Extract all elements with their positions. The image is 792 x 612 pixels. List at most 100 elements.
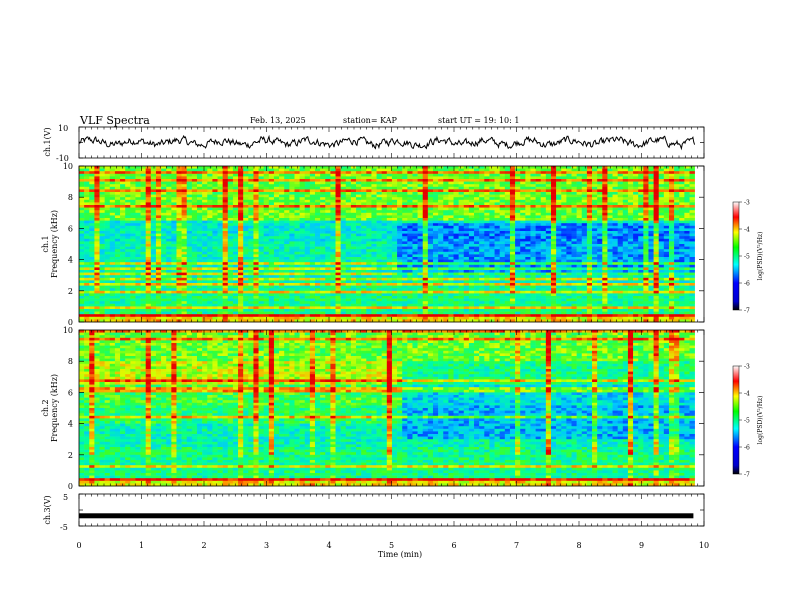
spectrogram-cell (509, 249, 516, 253)
spectrogram-cell (125, 223, 131, 227)
spectrogram-cell (376, 197, 382, 201)
spectrogram-cell (402, 270, 408, 273)
spectrogram-cell (320, 225, 326, 229)
spectrogram-cell (402, 205, 408, 208)
spectrogram-cell (335, 244, 341, 247)
spectrogram-cell (140, 184, 146, 188)
spectrogram-cell (540, 254, 547, 258)
spectrogram-cell (556, 205, 562, 208)
spectrogram-cell (443, 233, 449, 237)
spectrogram-cell (258, 189, 264, 193)
spectrogram-cell (458, 231, 465, 234)
spectrogram-cell (586, 259, 593, 263)
spectrogram-cell (79, 215, 85, 219)
spectrogram-cell (663, 199, 670, 203)
spectrogram-cell (325, 176, 331, 180)
spectrogram-cell (381, 251, 388, 255)
spectrogram-cell (217, 179, 223, 182)
spectrogram-cell (304, 202, 311, 206)
spectrogram-cell (130, 220, 136, 224)
spectrogram-cell (114, 241, 121, 245)
spectrogram-cell (643, 236, 649, 240)
spectrogram-cell (284, 264, 290, 268)
spectrogram-cell (120, 192, 126, 195)
spectrogram-cell (622, 197, 629, 201)
spectrogram-cell (602, 244, 608, 247)
spectrogram-cell (232, 215, 239, 219)
spectrogram-cell (643, 220, 649, 224)
spectrogram-cell (79, 179, 85, 182)
spectrogram-cell (217, 215, 223, 219)
spectrogram-cell (520, 171, 526, 175)
spectrogram-cell (484, 254, 490, 258)
spectrogram-cell (386, 238, 393, 242)
spectrogram-cell (294, 184, 300, 188)
spectrogram-cell (84, 171, 90, 175)
spectrogram-cell (356, 236, 362, 240)
spectrogram-cell (248, 270, 254, 273)
spectrogram-cell (104, 223, 111, 227)
spectrogram-cell (494, 267, 500, 271)
spectrogram-cell (314, 223, 321, 227)
spectrogram-cell (104, 241, 111, 245)
spectrogram-cell (273, 205, 280, 208)
spectrogram-cell (458, 249, 465, 253)
spectrogram-cell (84, 272, 90, 276)
spectrogram-cell (592, 176, 598, 180)
spectrogram-cell (125, 251, 131, 255)
spectrogram-cell (509, 244, 516, 247)
spectrogram-cell (561, 223, 567, 227)
spectrogram-cell (443, 181, 449, 185)
spectrogram-cell (356, 184, 362, 188)
spectrogram-cell (448, 197, 454, 201)
spectrogram-cell (622, 184, 629, 188)
spectrogram-cell (674, 179, 680, 182)
spectrogram-cell (258, 184, 264, 188)
spectrogram-cell (212, 270, 218, 273)
spectrogram-cell (530, 173, 536, 177)
spectrogram-cell (391, 231, 398, 234)
spectrogram-cell (366, 168, 372, 172)
spectrogram-cell (504, 207, 511, 211)
spectrogram-cell (689, 166, 695, 169)
spectrogram-cell (689, 238, 695, 242)
spectrogram-cell (212, 186, 218, 190)
spectrogram-cell (515, 210, 521, 214)
spectrogram-cell (84, 168, 90, 172)
spectrogram-cell (309, 210, 316, 214)
spectrogram-cell (279, 189, 285, 193)
spectrogram-cell (371, 205, 377, 208)
spectrogram-cell (515, 194, 521, 198)
spectrogram-cell (181, 228, 188, 232)
spectrogram-cell (268, 202, 275, 206)
spectrogram-cell (679, 241, 685, 245)
spectrogram-cell (417, 184, 424, 188)
spectrogram-cell (602, 262, 608, 266)
spectrogram-cell (479, 186, 485, 190)
spectrogram-cell (114, 231, 121, 234)
spectrogram-cell (638, 189, 644, 193)
spectrogram-cell (576, 199, 583, 203)
spectrogram-cell (556, 210, 562, 214)
spectrogram-cell (504, 181, 511, 185)
spectrogram-cell (130, 199, 136, 203)
spectrogram-cell (381, 189, 388, 193)
spectrogram-cell (130, 223, 136, 227)
spectrogram-cell (684, 202, 690, 206)
spectrogram-cell (196, 244, 203, 247)
spectrogram-cell (566, 168, 572, 172)
spectrogram-cell (633, 179, 639, 182)
spectrogram-cell (309, 264, 316, 268)
spectrogram-cell (330, 173, 336, 177)
spectrogram-cell (417, 210, 424, 214)
spectrogram-cell (422, 218, 429, 221)
spectrogram-cell (181, 210, 188, 214)
spectrogram-cell (314, 181, 321, 185)
spectrogram-cell (643, 267, 649, 271)
spectrogram-cell (345, 179, 352, 182)
spectrogram-cell (145, 231, 152, 234)
spectrogram-cell (597, 220, 603, 224)
spectrogram-cell (617, 192, 624, 195)
spectrogram-cell (494, 184, 500, 188)
spectrogram-cell (581, 264, 588, 268)
